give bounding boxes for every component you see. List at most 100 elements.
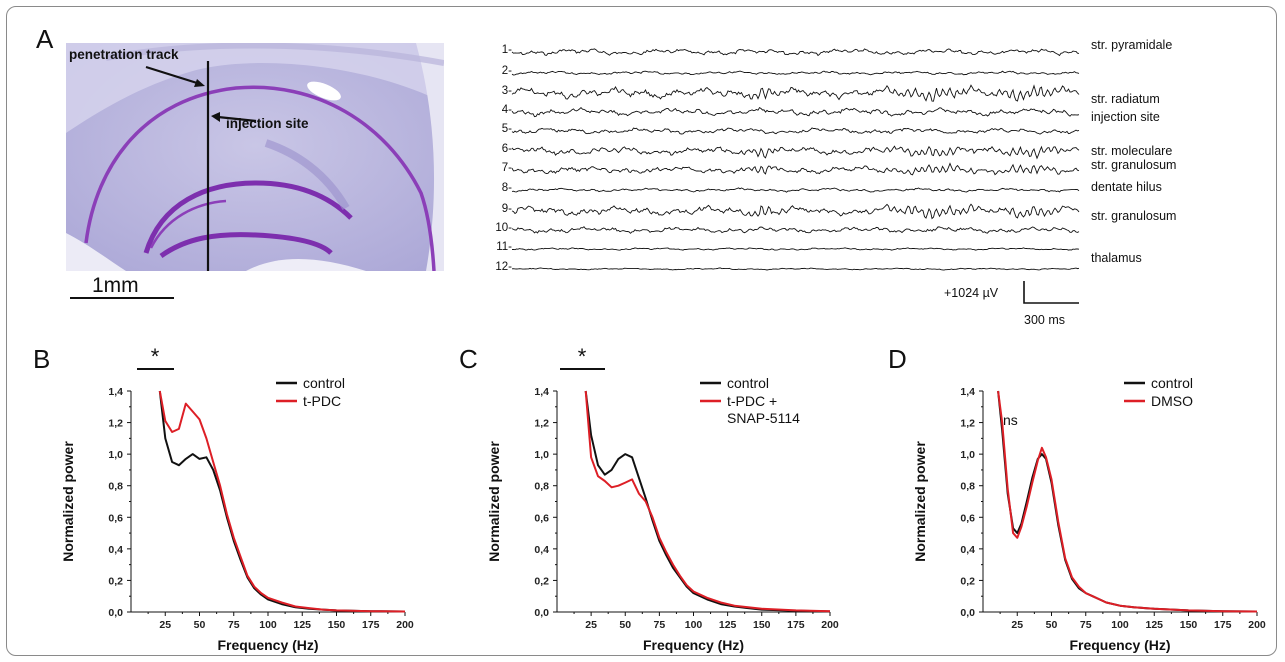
voltage-scale-label: +1024 µV (944, 286, 999, 300)
series-line-1 (158, 390, 406, 613)
y-axis-label: Normalized power (912, 441, 928, 562)
x-tick-label: 200 (396, 619, 414, 631)
panel-label-d: D (888, 344, 907, 374)
arrow-head-icon-2 (211, 112, 220, 122)
y-tick-label: 0,6 (960, 512, 975, 524)
penetration-track-label: penetration track (69, 47, 179, 62)
trace-number-4: 4- (501, 104, 512, 116)
x-tick-label: 200 (1248, 619, 1266, 631)
x-tick-label: 175 (362, 619, 380, 631)
series-line-2 (158, 390, 406, 613)
trace-number-10: 10- (495, 222, 512, 234)
y-tick-label: 0,4 (534, 544, 549, 556)
legend-label-2: SNAP-5114 (727, 410, 800, 426)
x-tick-label: 175 (1214, 619, 1232, 631)
trace-number-6: 6- (501, 143, 512, 155)
trace-label-9: str. granulosum (1091, 209, 1177, 223)
trace-number-8: 8- (501, 182, 512, 194)
hippocampus-section (66, 43, 444, 271)
y-axis-label: Normalized power (60, 441, 76, 562)
legend-label-2: t-PDC + (727, 393, 777, 409)
x-tick-label: 100 (685, 619, 703, 631)
y-tick-label: 0,8 (534, 481, 549, 493)
panel-label-a: A (36, 24, 54, 54)
legend-label-2: t-PDC (303, 393, 341, 409)
chart-panel-c: 0,0 0,2 0,4 0,6 0,8 1,0 1,2 1,4 25 50 75 100 125 150 1… (486, 344, 839, 653)
x-tick-label: 125 (719, 619, 737, 631)
trace-label-7: str. granulosum (1091, 158, 1177, 172)
series-line-2 (584, 390, 831, 613)
x-tick-label: 75 (1080, 619, 1092, 631)
series-line-2 (997, 390, 1258, 613)
y-tick-label: 1,4 (960, 386, 975, 398)
x-tick-label: 50 (1046, 619, 1058, 631)
histology-scale-bar (70, 297, 174, 299)
x-tick-label: 75 (228, 619, 240, 631)
trace-number-5: 5- (501, 123, 512, 135)
trace-number-12: 12- (495, 261, 512, 273)
injection-site-label: injection site (226, 116, 309, 131)
significance-star: * (151, 344, 160, 369)
chart-panel-b: 0,0 0,2 0,4 0,6 0,8 1,0 1,2 1,4 25 50 75 100 125 150 1… (60, 344, 414, 653)
significance-star: * (578, 344, 587, 369)
x-tick-label: 200 (821, 619, 839, 631)
x-tick-label: 100 (1111, 619, 1129, 631)
y-tick-label: 1,2 (108, 418, 123, 430)
legend-label-2: DMSO (1151, 393, 1193, 409)
not-significant-label: ns (1003, 412, 1018, 428)
trace-number-11: 11- (496, 241, 512, 253)
trace-number-2: 2- (501, 65, 512, 77)
y-tick-label: 0,6 (108, 512, 123, 524)
x-tick-label: 175 (787, 619, 805, 631)
x-tick-label: 50 (194, 619, 206, 631)
y-tick-label: 0,0 (534, 607, 549, 619)
y-tick-label: 0,4 (960, 544, 975, 556)
y-tick-label: 0,0 (108, 607, 123, 619)
y-tick-label: 0,6 (534, 512, 549, 524)
trace-label-12: thalamus (1091, 251, 1142, 265)
y-tick-label: 0,4 (108, 544, 123, 556)
y-tick-label: 1,2 (960, 418, 975, 430)
trace-label-3: str. radiatum (1091, 92, 1160, 106)
y-tick-label: 1,0 (108, 449, 123, 461)
x-axis-label: Frequency (Hz) (1069, 637, 1170, 653)
trace-number-7: 7- (501, 162, 512, 174)
x-tick-label: 25 (585, 619, 597, 631)
x-tick-label: 50 (619, 619, 631, 631)
trace-number-3: 3- (501, 85, 512, 97)
trace-number-9: 9- (501, 203, 512, 215)
chart-panel-d: 0,0 0,2 0,4 0,6 0,8 1,0 1,2 1,4 25 50 75 100 125 150 1… (912, 375, 1266, 653)
y-tick-label: 0,8 (960, 481, 975, 493)
x-tick-label: 25 (159, 619, 171, 631)
y-tick-label: 0,0 (960, 607, 975, 619)
y-tick-label: 0,2 (534, 575, 549, 587)
y-tick-label: 1,4 (534, 386, 549, 398)
trace-label-4: injection site (1091, 110, 1160, 124)
time-scale-label: 300 ms (1024, 313, 1065, 327)
x-tick-label: 150 (328, 619, 346, 631)
y-tick-label: 0,2 (960, 575, 975, 587)
y-tick-label: 1,0 (960, 449, 975, 461)
panel-label-b: B (33, 344, 51, 374)
x-axis-label: Frequency (Hz) (643, 637, 744, 653)
legend-label-1: control (303, 375, 345, 391)
y-tick-label: 0,8 (108, 481, 123, 493)
panel-label-c: C (459, 344, 478, 374)
histology-scale-label: 1mm (92, 274, 139, 297)
legend-label-1: control (1151, 375, 1193, 391)
y-tick-label: 1,4 (108, 386, 123, 398)
legend-label-1: control (727, 375, 769, 391)
histology-image: penetration track injection site (66, 43, 444, 271)
arrow-head-icon (194, 79, 205, 87)
series-line-1 (997, 390, 1258, 613)
x-tick-label: 150 (1180, 619, 1198, 631)
x-tick-label: 25 (1011, 619, 1023, 631)
y-tick-label: 0,2 (108, 575, 123, 587)
x-axis-label: Frequency (Hz) (217, 637, 318, 653)
trace-label-6: str. moleculare (1091, 144, 1173, 158)
x-tick-label: 100 (259, 619, 277, 631)
x-tick-label: 150 (753, 619, 771, 631)
y-tick-label: 1,0 (534, 449, 549, 461)
trace-label-8: dentate hilus (1091, 180, 1162, 194)
